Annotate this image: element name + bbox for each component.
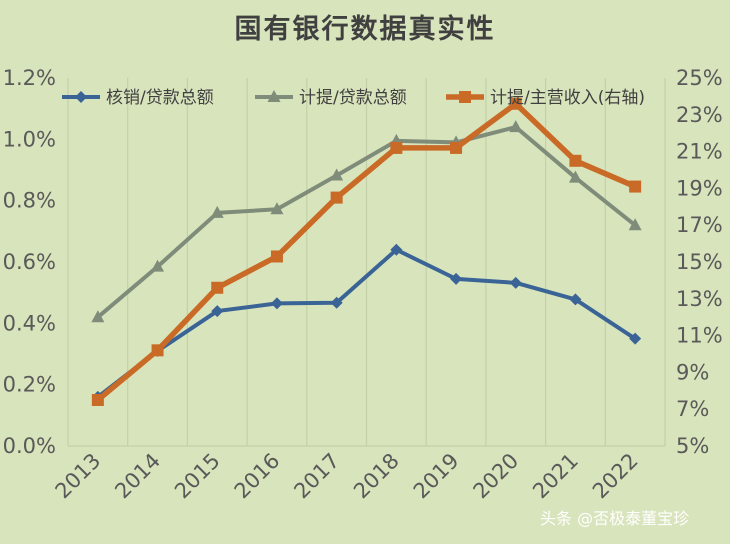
left-tick-label: 0.4% (3, 311, 56, 335)
right-tick-label: 25% (676, 66, 723, 90)
data-point (569, 293, 582, 306)
data-point (509, 97, 522, 110)
legend-label: 计提/主营收入(右轴) (490, 88, 645, 108)
data-point (267, 90, 281, 102)
data-point (91, 394, 104, 406)
data-point (211, 305, 224, 318)
data-point (270, 250, 283, 263)
left-tick-label: 1.0% (3, 127, 56, 151)
left-tick-label: 0.6% (3, 250, 56, 274)
right-tick-label: 7% (676, 397, 709, 421)
data-point (629, 332, 642, 345)
legend-item: 计提/贷款总额 (255, 88, 407, 108)
data-point (75, 91, 87, 103)
data-point (211, 281, 224, 294)
series-layer (91, 97, 642, 406)
legend-label: 计提/贷款总额 (299, 88, 407, 108)
data-point (330, 296, 343, 309)
data-point (270, 202, 284, 215)
data-point (569, 154, 582, 167)
left-tick-label: 0.8% (3, 189, 56, 213)
right-tick-label: 5% (676, 434, 709, 458)
data-point (330, 191, 343, 204)
right-tick-label: 15% (676, 250, 723, 274)
series-line (96, 247, 637, 399)
data-point (628, 218, 642, 231)
data-point (459, 91, 471, 103)
data-point (509, 120, 523, 133)
data-point (509, 276, 522, 289)
right-tick-label: 9% (676, 360, 709, 384)
right-tick-label: 17% (676, 213, 723, 237)
right-tick-label: 19% (676, 176, 723, 200)
data-point (151, 259, 165, 272)
legend: 核销/贷款总额 计提/贷款总额 计提/主营收入(右轴) (62, 88, 645, 108)
right-tick-label: 21% (676, 140, 723, 164)
data-point (210, 205, 224, 218)
gridlines (67, 78, 666, 447)
chart-title: 国有银行数据真实性 (235, 13, 496, 45)
data-point (629, 180, 642, 193)
data-point (450, 272, 463, 285)
data-point (270, 297, 283, 310)
data-point (151, 344, 164, 357)
right-tick-label: 11% (676, 324, 723, 348)
right-tick-label: 23% (676, 103, 723, 127)
data-point (568, 170, 582, 183)
right-axis: 5% 7% 9% 11% 13% 15% 17% 19% 21% 23% 25% (676, 66, 723, 458)
legend-item: 核销/贷款总额 (62, 88, 214, 108)
series-line (96, 101, 637, 403)
left-tick-label: 0.2% (3, 373, 56, 397)
right-tick-label: 13% (676, 287, 723, 311)
data-point (390, 141, 403, 154)
data-point (450, 141, 463, 154)
left-tick-label: 1.2% (3, 66, 56, 90)
legend-label: 核销/贷款总额 (106, 88, 214, 108)
watermark: 头条 @否极泰董宝珍 (540, 509, 689, 528)
series-square (91, 97, 642, 406)
left-tick-label: 0.0% (3, 434, 56, 458)
left-axis: 0.0% 0.2% 0.4% 0.6% 0.8% 1.0% 1.2% (3, 66, 56, 458)
series-line (96, 125, 637, 319)
data-point (91, 310, 105, 323)
data-point (330, 168, 344, 181)
legend-item: 计提/主营收入(右轴) (446, 88, 645, 108)
data-point (390, 243, 403, 256)
